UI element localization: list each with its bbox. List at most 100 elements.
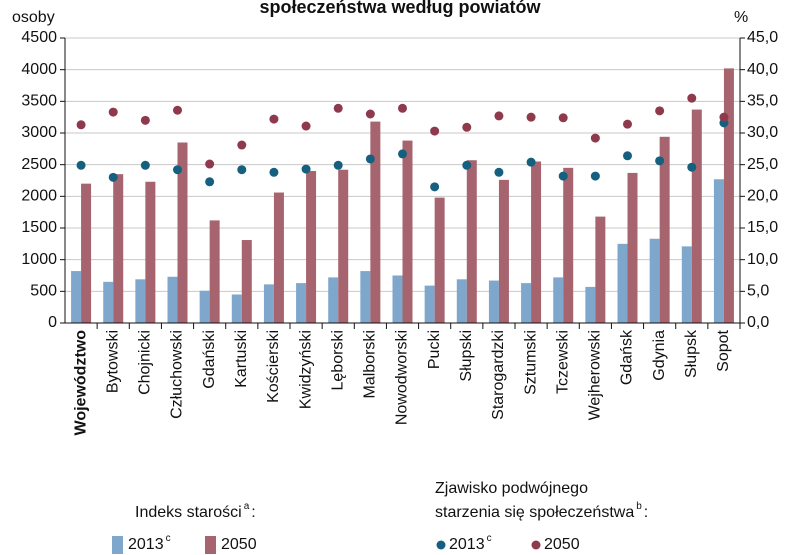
y-tick-label: 1500 (21, 219, 57, 236)
dot (108, 107, 118, 117)
legend-sup: a (244, 501, 250, 512)
x-tick-label: Kartuski (233, 330, 250, 388)
bar (338, 169, 349, 323)
x-tick-label: Lęborski (329, 330, 346, 390)
dot (76, 160, 86, 170)
legend-swatch (436, 540, 446, 550)
x-tick-label: Gdynia (651, 330, 668, 381)
legend-label: 2050 (221, 536, 257, 553)
bar (209, 220, 220, 323)
bar (145, 181, 156, 323)
bar (723, 68, 734, 324)
x-tick-label: Chojnicki (137, 330, 154, 395)
bar (563, 167, 574, 323)
bar (360, 271, 371, 323)
bar (691, 109, 702, 323)
dot (687, 162, 697, 172)
y2-tick-label: 25,0 (747, 156, 778, 173)
dot (430, 126, 440, 136)
bar (241, 240, 252, 323)
y2-tick-label: 15,0 (747, 219, 778, 236)
dot (237, 165, 247, 175)
legend-entry: 2050 (544, 536, 580, 553)
dot (558, 113, 568, 123)
y2-tick-label: 0,0 (747, 314, 769, 331)
y2-tick-label: 35,0 (747, 93, 778, 110)
dot (687, 93, 697, 103)
legend-label: 2013 (449, 536, 485, 553)
bar (434, 197, 445, 323)
legend-label: 2050 (544, 536, 580, 553)
bar (595, 216, 606, 323)
bar (659, 136, 670, 323)
legend-sup: b (636, 501, 642, 512)
bar (71, 271, 82, 323)
y2-tick-label: 5,0 (747, 283, 769, 300)
bar (113, 174, 124, 323)
y-tick-label: 500 (30, 283, 57, 300)
dot (205, 177, 215, 187)
x-tick-label: Malborski (362, 330, 379, 398)
bar (81, 183, 92, 323)
bar (135, 279, 146, 323)
chart-title: społeczeństwa według powiatów (259, 0, 541, 17)
bar (617, 243, 628, 323)
bar (370, 121, 381, 323)
x-tick-label: Gdański (201, 330, 218, 389)
legend-sup: c (487, 533, 492, 544)
legend-entry: 2050 (221, 536, 257, 553)
dot (301, 164, 311, 174)
bar (466, 160, 477, 323)
bar (103, 281, 114, 323)
y-axis-label: osoby (12, 9, 55, 26)
dot (108, 172, 118, 182)
bar (328, 277, 339, 323)
dot (462, 160, 472, 170)
x-tick-label: Pucki (426, 330, 443, 369)
bar (392, 275, 403, 323)
dot (623, 151, 632, 161)
y-tick-label: 2000 (21, 188, 57, 205)
bar (424, 285, 435, 323)
dot (333, 160, 343, 170)
legend-label: : (644, 504, 648, 521)
dot (590, 171, 600, 181)
dot (333, 103, 343, 113)
dot (237, 140, 247, 150)
x-tick-label: Kościerski (265, 330, 282, 403)
bar (681, 246, 692, 323)
bar (713, 179, 724, 323)
legend-swatch (112, 536, 123, 554)
x-tick-label: Nowodworski (394, 330, 411, 425)
y-tick-label: 4500 (21, 29, 57, 46)
dot (269, 114, 279, 124)
dot (76, 120, 86, 130)
dot (558, 171, 568, 181)
dot (365, 154, 375, 164)
x-tick-label: Sopot (715, 329, 732, 371)
dot (719, 112, 729, 122)
bar (649, 238, 660, 323)
x-tick-label: Województwo (72, 330, 89, 436)
bar (296, 283, 307, 323)
legend-sup: c (166, 533, 171, 544)
dot (655, 106, 665, 116)
y-tick-label: 3500 (21, 93, 57, 110)
dot (655, 156, 665, 166)
legend-entry: 2013 c (128, 533, 171, 554)
y2-tick-label: 10,0 (747, 251, 778, 268)
y-tick-label: 3000 (21, 124, 57, 141)
y2-tick-label: 30,0 (747, 124, 778, 141)
dot (140, 160, 150, 170)
x-tick-label: Słupsk (683, 329, 700, 378)
bar (627, 172, 638, 323)
bar (456, 279, 467, 323)
x-tick-label: Tczewski (554, 330, 571, 394)
bar (585, 286, 596, 323)
x-tick-label: Bytowski (104, 330, 121, 393)
bar (167, 276, 178, 323)
dot (269, 167, 279, 177)
legend-swatch (205, 536, 216, 554)
legend-title: starzenia się społeczeństwa b: (435, 501, 648, 522)
